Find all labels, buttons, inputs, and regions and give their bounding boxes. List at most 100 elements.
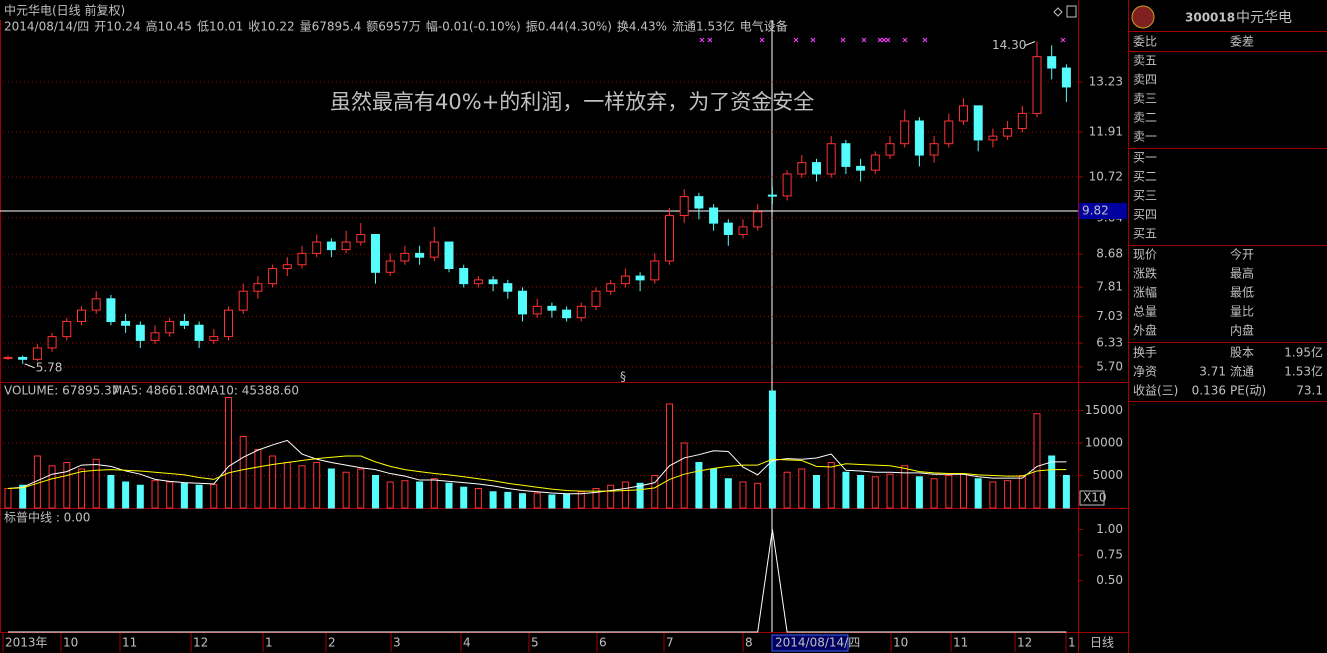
volume-bar [298, 465, 306, 509]
candle-body [326, 241, 336, 251]
candle-body [312, 241, 322, 254]
volume-bar [445, 482, 453, 509]
y-tick-label: 15000 [1085, 403, 1123, 417]
stat-label: 现价 [1133, 248, 1157, 262]
candle-body [253, 283, 263, 292]
volume-bar [474, 487, 482, 509]
crosshair-date: 2014/08/14/四 [775, 636, 860, 650]
x-tick-label: 10 [63, 636, 78, 650]
fund-label: 股本 [1230, 346, 1254, 360]
volume-bar [386, 481, 394, 509]
volume-bar [92, 458, 100, 509]
x-tick-label: 7 [666, 636, 674, 650]
y-tick-label: 6.33 [1096, 336, 1123, 350]
x-tick-label: 1 [1068, 636, 1076, 650]
fund-value: 3.71 [1199, 365, 1226, 379]
candle-body [1017, 112, 1027, 130]
volume-bar [327, 468, 335, 509]
candle-body [268, 268, 278, 285]
x-tick-label: 8 [745, 636, 753, 650]
x-tick-label: 11 [953, 636, 968, 650]
fund-label: 换手 [1133, 346, 1157, 360]
y-tick-label: 11.91 [1089, 124, 1123, 138]
candle-body [591, 290, 601, 307]
candle-body [356, 233, 366, 243]
x-tick-label: 10 [893, 636, 908, 650]
quote-info: 低10.01 [197, 20, 243, 34]
stat-label: 涨幅 [1133, 285, 1157, 300]
y-tick-label: 10000 [1085, 435, 1123, 449]
volume-bar [166, 481, 174, 509]
volume-bar [283, 461, 291, 509]
volume-bar [739, 481, 747, 509]
candle-body [459, 268, 469, 285]
volume-bar [563, 493, 571, 509]
volume-bar [460, 486, 468, 509]
volume-bar [666, 403, 673, 509]
volume-bar [621, 481, 629, 509]
y-tick-label: 7.81 [1096, 280, 1123, 294]
volume-bar [901, 465, 909, 509]
volume-bar [930, 478, 938, 509]
candle-body [341, 241, 351, 251]
candle-body [606, 283, 616, 292]
candle-body [429, 241, 439, 258]
candle-body [650, 260, 660, 281]
x-tick-label: 2013年 [5, 636, 48, 650]
x-tick-label: 4 [463, 636, 471, 650]
volume-bar [960, 473, 967, 509]
candle-body [209, 336, 219, 341]
candle-body [694, 196, 704, 209]
volume-bar [239, 435, 247, 509]
candle-body [135, 324, 145, 341]
event-cross [707, 37, 713, 43]
candle-body [532, 305, 542, 315]
volume-bar [842, 471, 850, 509]
event-cross [759, 37, 765, 43]
fund-label: 流通 [1230, 365, 1254, 379]
panel-label: 委比 [1133, 35, 1157, 49]
event-cross [877, 37, 883, 43]
volume-bar [195, 484, 203, 509]
annotation: 虽然最高有40%+的利润，一样放弃，为了资金安全 [330, 90, 814, 114]
panel-label: 委差 [1230, 35, 1254, 49]
candle-body [620, 275, 630, 285]
volume-bar [577, 491, 585, 509]
candle-body [121, 320, 131, 326]
ask-label: 卖三 [1133, 92, 1157, 106]
event-cross [885, 37, 891, 43]
x-tick-label: 11 [122, 636, 137, 650]
candle-body [488, 279, 498, 285]
volume-bar [724, 478, 732, 509]
event-marker: § [620, 370, 626, 384]
logo [1131, 5, 1155, 29]
volume-bar [1033, 413, 1041, 509]
ma10-line [7, 455, 1067, 492]
y-tick-label: 0.50 [1096, 573, 1123, 587]
volume-bar [636, 482, 644, 509]
volume-bar [1048, 455, 1056, 509]
volume-bar [357, 468, 365, 509]
volume-bar [151, 480, 159, 509]
ask-label: 卖五 [1133, 54, 1157, 68]
volume-bar [107, 474, 115, 509]
candle-body [503, 283, 513, 292]
stat-label: 外盘 [1133, 323, 1157, 338]
diamond-icon[interactable] [1053, 7, 1063, 17]
event-cross [699, 37, 705, 43]
candle-body [91, 298, 101, 311]
bid-label: 买一 [1133, 151, 1157, 165]
scale-box [1079, 490, 1105, 506]
period-label[interactable]: 日线 [1090, 636, 1114, 650]
candle-body [562, 309, 572, 319]
candle-body [444, 241, 454, 270]
volume-bar [548, 494, 556, 509]
candle-body [371, 233, 380, 273]
candle-body [723, 222, 733, 235]
chart-title: 中元华电(日线 前复权) [4, 3, 125, 18]
window-icon[interactable] [1066, 5, 1077, 18]
y-tick-label: 10.72 [1089, 169, 1123, 183]
volume-bar [813, 474, 820, 509]
volume-bar [122, 481, 130, 509]
volume-bar [695, 461, 703, 509]
